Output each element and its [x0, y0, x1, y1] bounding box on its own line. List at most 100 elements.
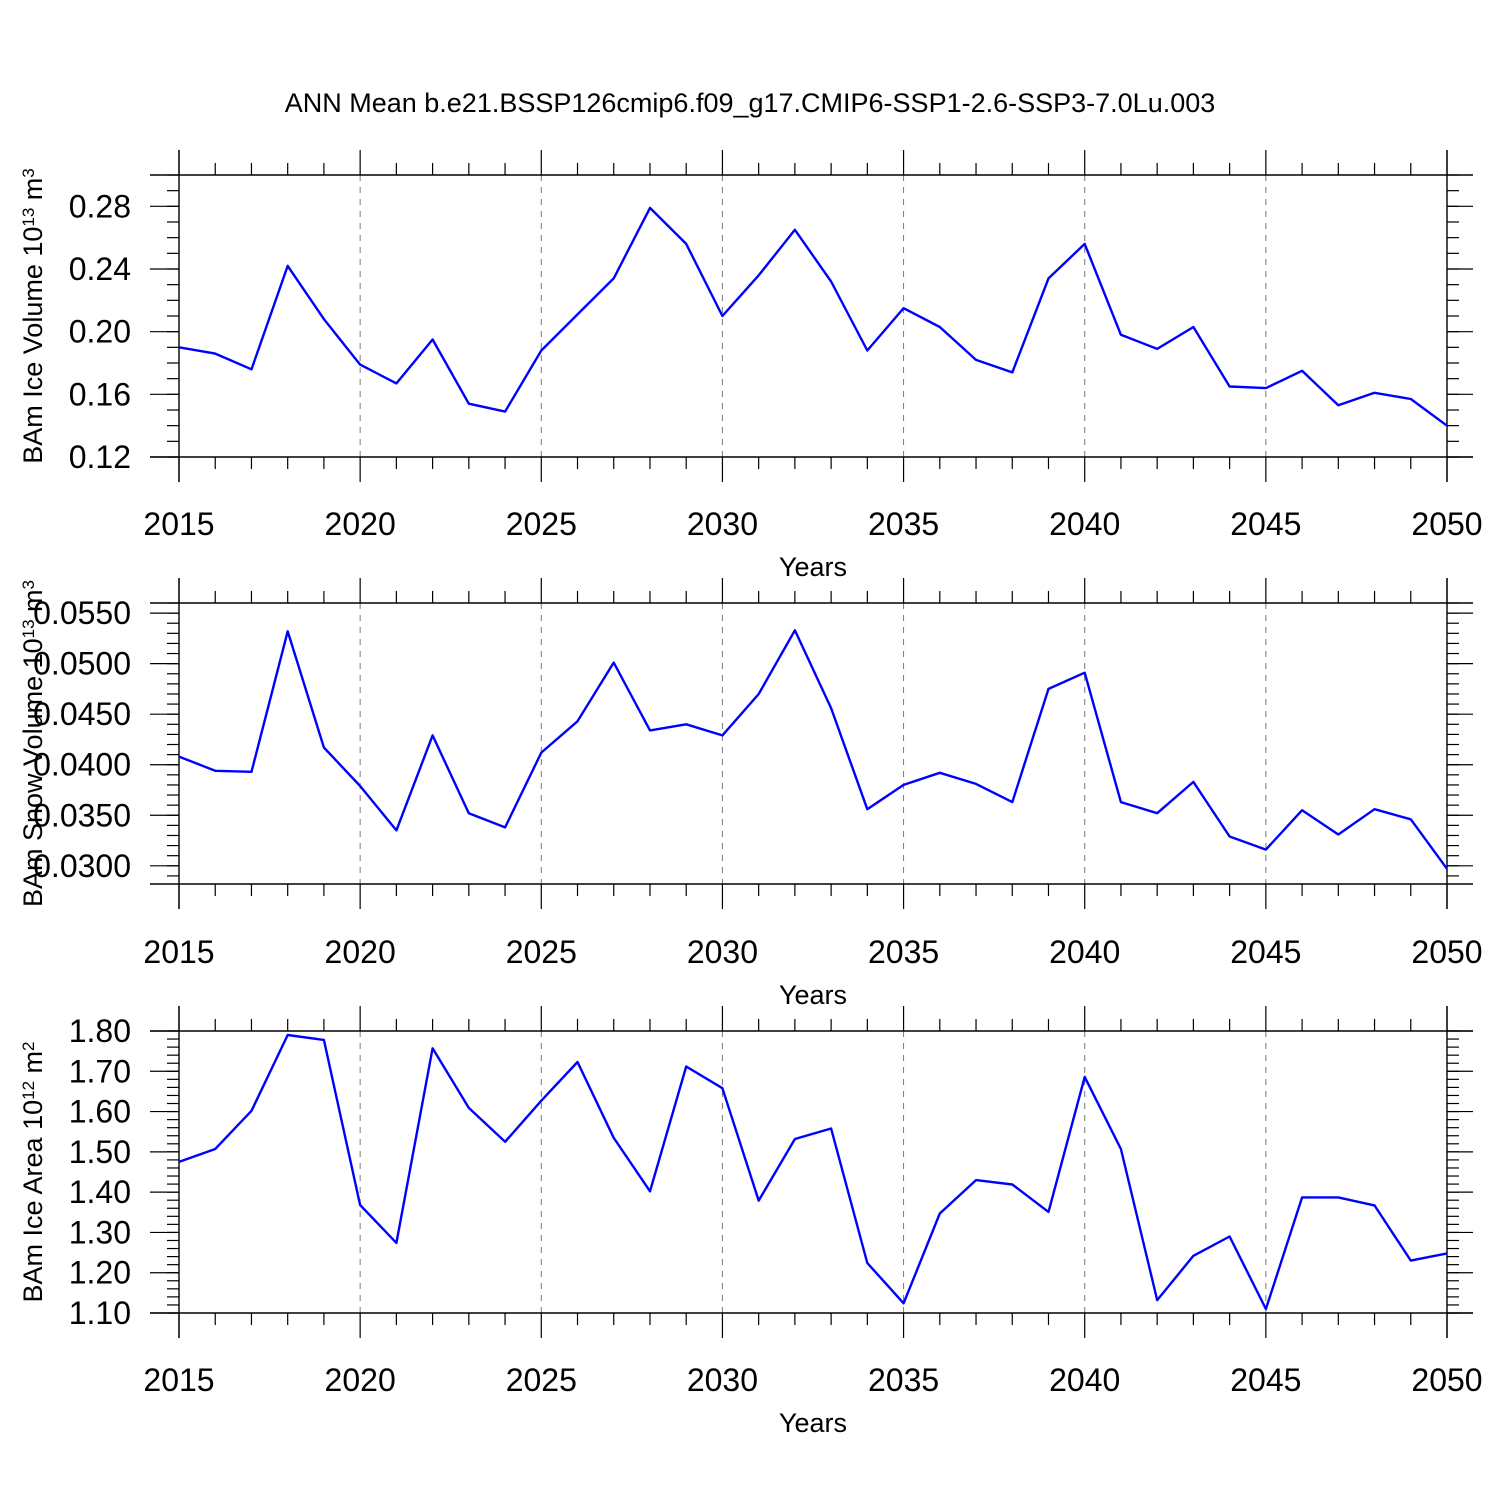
x-tick-label: 2015: [143, 934, 214, 970]
x-tick-label: 2040: [1049, 1362, 1120, 1398]
x-axis-title: Years: [779, 1408, 847, 1438]
x-tick-label: 2030: [687, 1362, 758, 1398]
x-tick-label: 2035: [868, 934, 939, 970]
x-tick-label: 2025: [506, 934, 577, 970]
y-tick-label: 0.28: [69, 188, 131, 224]
x-tick-label: 2015: [143, 1362, 214, 1398]
y-tick-label: 1.40: [69, 1174, 131, 1210]
x-tick-label: 2040: [1049, 934, 1120, 970]
data-point: [1083, 1075, 1087, 1079]
data-point: [213, 352, 217, 356]
data-point: [322, 746, 326, 750]
data-point: [1300, 369, 1304, 373]
data-point: [612, 1136, 616, 1140]
data-point: [286, 264, 290, 268]
data-point: [1373, 1203, 1377, 1207]
y-tick-label: 0.0300: [33, 848, 131, 884]
y-tick-label: 1.20: [69, 1255, 131, 1291]
y-axis-title-part: BAm Snow Volume 10: [18, 638, 48, 907]
series-line: [178, 1033, 1448, 1311]
y-axis-title-superscript: 13: [19, 208, 38, 227]
data-point: [720, 1086, 724, 1090]
x-tick-label: 2020: [325, 1362, 396, 1398]
y-axis-title-superscript: 12: [19, 1081, 38, 1100]
data-point: [974, 358, 978, 362]
data-point: [1409, 1259, 1413, 1263]
data-point: [684, 242, 688, 246]
data-point: [648, 728, 652, 732]
data-point: [467, 1106, 471, 1110]
figure-title: ANN Mean b.e21.BSSP126cmip6.f09_g17.CMIP…: [285, 88, 1216, 118]
data-point: [902, 1301, 906, 1305]
data-point: [793, 228, 797, 232]
y-axis-title-part: BAm Ice Volume 10: [18, 227, 48, 464]
data-point: [539, 348, 543, 352]
data-point: [177, 1160, 181, 1164]
y-tick-label: 1.70: [69, 1053, 131, 1089]
y-tick-label: 0.0350: [33, 797, 131, 833]
data-point: [1445, 424, 1449, 428]
data-point: [1445, 1251, 1449, 1255]
y-tick-label: 0.20: [69, 314, 131, 350]
x-tick-label: 2020: [325, 506, 396, 542]
x-tick-label: 2035: [868, 506, 939, 542]
data-point: [865, 807, 869, 811]
y-axis-title-superscript: 3: [19, 168, 38, 177]
data-point: [1191, 780, 1195, 784]
y-tick-label: 1.30: [69, 1214, 131, 1250]
y-tick-label: 0.12: [69, 439, 131, 475]
x-tick-label: 2045: [1230, 934, 1301, 970]
data-point: [1409, 817, 1413, 821]
data-point: [1228, 1234, 1232, 1238]
data-point: [503, 410, 507, 414]
data-point: [1010, 370, 1014, 374]
data-point: [974, 782, 978, 786]
data-point: [829, 1126, 833, 1130]
data-point: [539, 1099, 543, 1103]
data-point: [1119, 333, 1123, 337]
data-point: [974, 1178, 978, 1182]
y-tick-label: 0.0550: [33, 595, 131, 631]
data-point: [213, 769, 217, 773]
data-point: [1264, 1307, 1268, 1311]
data-point: [286, 1033, 290, 1037]
x-axis-title: Years: [779, 552, 847, 582]
y-axis-title-part: m: [18, 589, 48, 619]
data-point: [1373, 391, 1377, 395]
data-point: [1191, 1254, 1195, 1258]
data-point: [938, 771, 942, 775]
data-point: [1119, 800, 1123, 804]
x-tick-label: 2025: [506, 506, 577, 542]
data-point: [829, 280, 833, 284]
y-axis-title-part: BAm Ice Area 10: [18, 1100, 48, 1303]
data-point: [358, 1203, 362, 1207]
data-point: [1264, 848, 1268, 852]
data-point: [793, 1137, 797, 1141]
y-tick-label: 1.60: [69, 1094, 131, 1130]
data-point: [322, 1038, 326, 1042]
data-point: [177, 755, 181, 759]
data-point: [865, 348, 869, 352]
data-point: [684, 722, 688, 726]
data-point: [249, 1109, 253, 1113]
data-point: [1155, 1298, 1159, 1302]
data-point: [358, 784, 362, 788]
y-axis-title-part: m: [18, 1051, 48, 1081]
data-point: [322, 317, 326, 321]
y-tick-label: 0.16: [69, 376, 131, 412]
x-tick-label: 2050: [1411, 934, 1482, 970]
data-point: [865, 1261, 869, 1265]
series-line: [178, 629, 1448, 870]
x-tick-label: 2050: [1411, 1362, 1482, 1398]
data-point: [177, 345, 181, 349]
data-point: [1228, 834, 1232, 838]
data-point: [249, 367, 253, 371]
y-axis-title: BAm Snow Volume 1013 m3: [18, 580, 48, 907]
x-tick-label: 2030: [687, 506, 758, 542]
data-point: [358, 363, 362, 367]
data-point: [1083, 671, 1087, 675]
data-point: [503, 1140, 507, 1144]
y-tick-label: 0.0400: [33, 747, 131, 783]
data-point: [1336, 832, 1340, 836]
